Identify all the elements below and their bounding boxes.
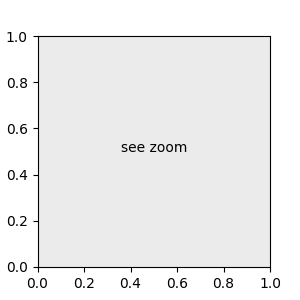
Text: see zoom: see zoom xyxy=(121,140,187,154)
